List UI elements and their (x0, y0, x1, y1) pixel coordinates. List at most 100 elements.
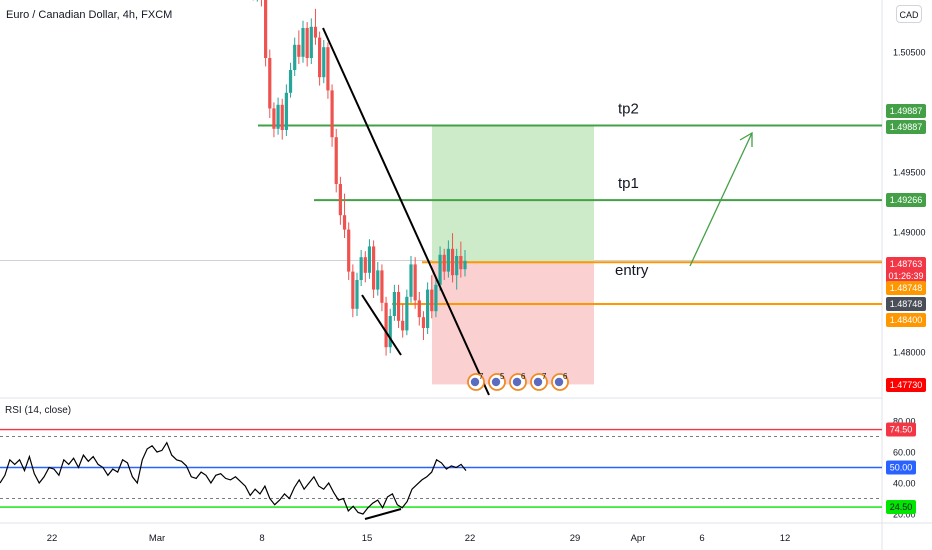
candle-body (276, 104, 280, 129)
event-count: 7 (479, 372, 484, 381)
candle-body (301, 28, 305, 57)
price-label-bg (886, 104, 926, 118)
candle-body (355, 280, 359, 309)
flag-icon (512, 377, 522, 387)
time-tick-label: 8 (259, 533, 264, 544)
price-tick-label: 1.49000 (893, 228, 926, 238)
price-label: 1.49887 (890, 122, 923, 132)
candle-body (318, 37, 322, 78)
candle-body (450, 248, 455, 276)
currency-button[interactable]: CAD (896, 5, 922, 23)
candle-body (463, 260, 467, 270)
time-tick-label: 22 (47, 533, 58, 544)
event-count: 6 (563, 372, 568, 381)
candle-body (459, 256, 463, 270)
candle-body (376, 270, 380, 290)
candle-body (322, 47, 326, 78)
time-tick-label: Mar (149, 533, 165, 544)
level-label-tp2: tp2 (618, 101, 639, 118)
candle-body (305, 28, 309, 58)
time-tick-label: 15 (362, 533, 373, 544)
candle-body (309, 26, 313, 58)
candle-body (417, 300, 421, 318)
rsi-tick-label: 60.00 (893, 448, 916, 458)
trendline-resistance (322, 27, 490, 396)
rsi-indicator-title[interactable]: RSI (14, close) (5, 405, 72, 416)
flag-icon (491, 377, 501, 387)
candle-body (438, 254, 442, 285)
candle-body (367, 246, 372, 273)
time-tick-label: Apr (631, 533, 646, 544)
candle-body (351, 271, 355, 309)
candle-body (413, 264, 417, 301)
candle-body (430, 289, 434, 312)
price-label-bg (886, 193, 926, 207)
candle-body (401, 320, 405, 331)
price-label: 1.48748 (890, 299, 923, 309)
candle-body (338, 184, 342, 216)
candle-body (264, 0, 268, 58)
candle-body (330, 90, 334, 138)
rsi-level-label: 74.50 (890, 425, 913, 435)
trendline-low (361, 294, 402, 356)
candle-body (297, 44, 301, 57)
stop-zone (432, 262, 594, 385)
price-label-bg (886, 297, 926, 311)
candle-body (293, 44, 297, 70)
candle-body (313, 26, 318, 38)
flag-icon (470, 377, 480, 387)
rsi-level-label: 24.50 (890, 502, 913, 512)
candle-body (380, 270, 384, 303)
time-tick-label: 22 (465, 533, 476, 544)
bar-countdown: 01:26:39 (888, 271, 923, 281)
candle-body (434, 284, 438, 312)
price-label: 1.47730 (890, 380, 923, 390)
rsi-tick-label: 80.00 (893, 417, 916, 427)
candle-body (384, 302, 388, 348)
price-tick-label: 1.48000 (893, 348, 926, 358)
candle-body (280, 104, 284, 130)
candle-body (388, 316, 392, 348)
price-label: 1.48400 (890, 315, 923, 325)
price-tick-label: 1.49500 (893, 168, 926, 178)
candle-body (426, 289, 430, 328)
flag-icon (554, 377, 564, 387)
flag-icon (533, 377, 543, 387)
target-zone (432, 125, 594, 263)
candle-body (396, 292, 401, 321)
event-count: 6 (521, 372, 526, 381)
rsi-divergence-line (364, 508, 402, 520)
price-tick-label: 1.50500 (893, 48, 926, 58)
time-tick-label: 6 (699, 533, 704, 544)
candle-body (409, 264, 413, 297)
candle-body (268, 58, 272, 109)
time-tick-label: 29 (570, 533, 581, 544)
chart-title: Euro / Canadian Dollar, 4h, FXCM (6, 9, 173, 21)
level-label-tp1: tp1 (618, 175, 639, 192)
candle-body (359, 257, 363, 280)
rsi-line (0, 441, 467, 515)
candle-body (326, 47, 330, 91)
price-label: 1.49887 (890, 106, 923, 116)
price-label-bg (886, 313, 926, 327)
rsi-level-label: 50.00 (890, 463, 913, 473)
rsi-tick-label: 20.00 (893, 510, 916, 520)
projection-arrow (689, 132, 753, 267)
price-label-bg (886, 281, 926, 295)
candle-body (284, 92, 288, 130)
candle-body (405, 296, 409, 331)
candle-body (421, 317, 426, 328)
projection-arrow-head (739, 131, 753, 147)
level-label-entry: entry (615, 262, 649, 279)
price-label-bg (886, 120, 926, 134)
price-label: 1.48748 (890, 283, 923, 293)
candle-body (347, 229, 351, 272)
candle-body (272, 108, 276, 129)
candle-body (363, 257, 367, 273)
price-label-bg (886, 378, 926, 392)
candle-body (372, 246, 376, 290)
candle-body (455, 256, 459, 276)
candle-body (342, 215, 347, 230)
rsi-level-label-bg (886, 422, 916, 437)
